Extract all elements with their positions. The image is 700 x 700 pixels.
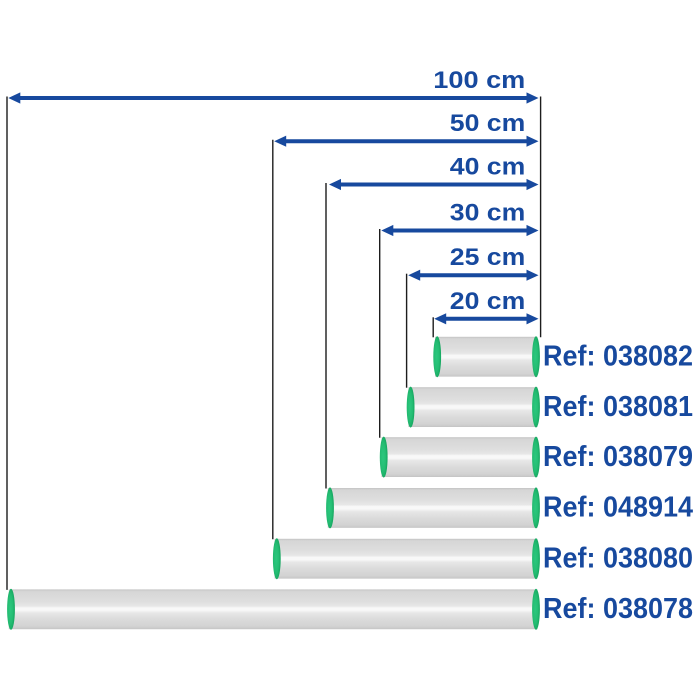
svg-text:Ref: 038082: Ref: 038082 xyxy=(543,341,693,373)
svg-text:100 cm: 100 cm xyxy=(433,67,525,94)
svg-text:20 cm: 20 cm xyxy=(450,288,526,315)
svg-text:40 cm: 40 cm xyxy=(450,154,526,181)
svg-text:Ref: 038078: Ref: 038078 xyxy=(543,593,693,625)
svg-text:30 cm: 30 cm xyxy=(450,200,526,227)
svg-text:50 cm: 50 cm xyxy=(450,110,526,137)
svg-text:Ref: 038079: Ref: 038079 xyxy=(543,441,693,473)
svg-text:25 cm: 25 cm xyxy=(450,244,526,271)
svg-text:Ref: 048914: Ref: 048914 xyxy=(543,492,693,524)
svg-text:Ref: 038081: Ref: 038081 xyxy=(543,391,693,423)
svg-text:Ref: 038080: Ref: 038080 xyxy=(543,543,693,575)
